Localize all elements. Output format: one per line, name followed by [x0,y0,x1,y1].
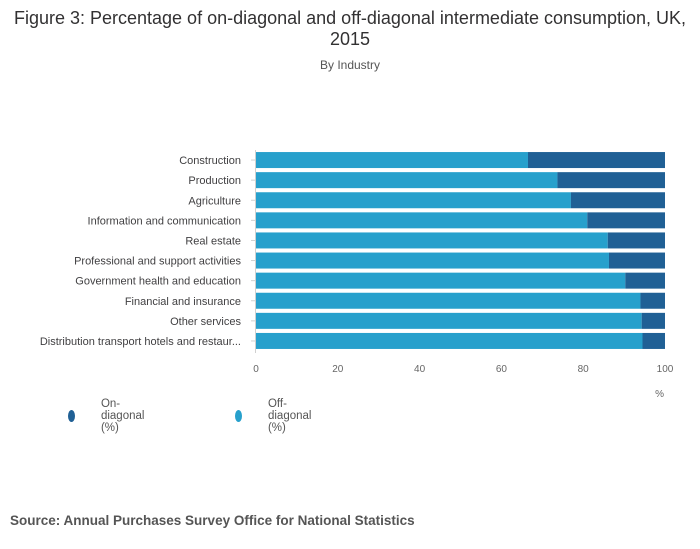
bar-off-diagonal[interactable] [256,292,641,309]
category-label: Distribution transport hotels and restau… [40,336,241,348]
category-label: Financial and insurance [125,296,241,308]
category-label: Real estate [185,235,241,247]
bar-off-diagonal[interactable] [256,172,558,189]
bar-on-diagonal[interactable] [527,152,665,169]
bar-on-diagonal[interactable] [607,232,665,249]
x-tick-label: 40 [414,364,426,375]
category-label: Construction [179,155,241,167]
bar-off-diagonal[interactable] [256,272,626,289]
chart-title: Figure 3: Percentage of on-diagonal and … [13,8,687,49]
x-tick-label: 80 [578,364,590,375]
x-tick-label: 100 [657,364,674,375]
category-label: Other services [170,316,241,328]
category-label: Professional and support activities [74,256,241,268]
bar-off-diagonal[interactable] [256,152,528,169]
legend-item-on-diagonal[interactable]: On-diagonal (%) [68,398,149,434]
legend-label-off: Off-diagonal (%) [267,398,312,434]
x-tick-label: 20 [332,364,344,375]
legend-marker-off-icon [235,410,242,422]
legend-item-off-diagonal[interactable]: Off-diagonal (%) [235,398,316,434]
bar-off-diagonal[interactable] [256,212,588,229]
bar-off-diagonal[interactable] [256,252,609,269]
legend-marker-on-icon [68,410,75,422]
category-label: Production [188,175,241,187]
x-tick-label: 0 [253,364,259,375]
bar-on-diagonal[interactable] [608,252,665,269]
bar-off-diagonal[interactable] [256,312,642,329]
bar-on-diagonal[interactable] [587,212,665,229]
x-tick-label: 60 [496,364,508,375]
category-label: Government health and education [75,276,241,288]
bar-off-diagonal[interactable] [256,232,608,249]
bar-on-diagonal[interactable] [570,192,665,209]
bar-off-diagonal[interactable] [256,192,571,209]
bar-on-diagonal[interactable] [557,172,665,189]
bar-on-diagonal[interactable] [641,312,665,329]
bar-on-diagonal[interactable] [642,332,665,349]
bar-on-diagonal[interactable] [625,272,665,289]
source-note: Source: Annual Purchases Survey Office f… [10,513,415,528]
bar-off-diagonal[interactable] [256,332,643,349]
category-label: Agriculture [188,195,241,207]
chart-subtitle: By Industry [319,58,381,72]
x-axis-unit-label: % [655,389,664,400]
bar-on-diagonal[interactable] [640,292,665,309]
bar-chart: Construction Production Agriculture Informa… [40,150,674,400]
legend-label-on: On-diagonal (%) [100,398,145,434]
category-label: Information and communication [88,215,241,227]
